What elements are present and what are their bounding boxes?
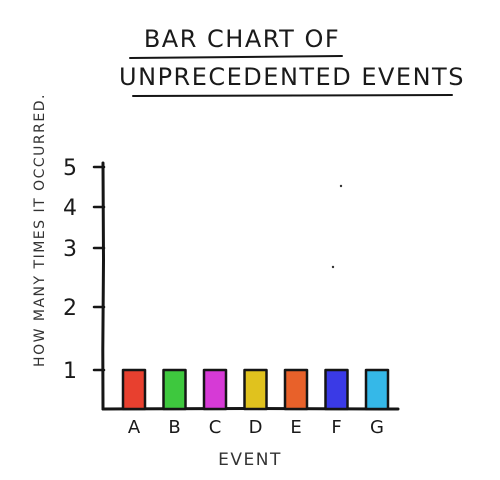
- bar-b: [162, 368, 187, 411]
- y-tick-label: 4: [63, 196, 77, 221]
- x-tick-label-d: D: [249, 417, 263, 438]
- chart-title-underline-1: [129, 55, 343, 59]
- bar-g: [364, 368, 390, 411]
- ink-dot: [339, 184, 343, 188]
- bar-a: [121, 368, 147, 411]
- x-tick-label-g: G: [370, 417, 384, 438]
- bar-c: [202, 368, 228, 411]
- y-tick-label: 3: [63, 237, 77, 262]
- x-tick-label-e: E: [290, 417, 301, 438]
- x-axis-tick-labels: A B C D E F G: [128, 417, 384, 438]
- x-tick-label-b: B: [168, 417, 180, 438]
- chart-title-line-1: BAR CHART OF: [144, 25, 340, 53]
- x-tick-label-a: A: [128, 417, 141, 438]
- ink-dot: [331, 265, 335, 269]
- y-axis-label: HOW MANY TIMES IT OCCURRED.: [32, 93, 48, 367]
- bar-d: [243, 368, 268, 411]
- x-tick-label-f: F: [331, 417, 341, 438]
- y-tick-label: 5: [63, 156, 77, 181]
- chart-title-underline-2: [132, 94, 453, 97]
- y-axis-line: [101, 161, 106, 411]
- x-tick-label-c: C: [209, 417, 222, 438]
- chart-title: BAR CHART OF UNPRECEDENTED EVENTS: [119, 25, 465, 97]
- chart-title-line-2: UNPRECEDENTED EVENTS: [119, 63, 465, 91]
- bar-f: [324, 368, 349, 411]
- bar-e: [283, 368, 309, 411]
- y-axis-ticks: 1 2 3 4 5: [63, 156, 106, 384]
- x-axis-label: EVENT: [218, 450, 282, 470]
- bars: [121, 368, 390, 411]
- y-tick-label: 1: [63, 359, 77, 384]
- y-tick-label: 2: [63, 296, 77, 321]
